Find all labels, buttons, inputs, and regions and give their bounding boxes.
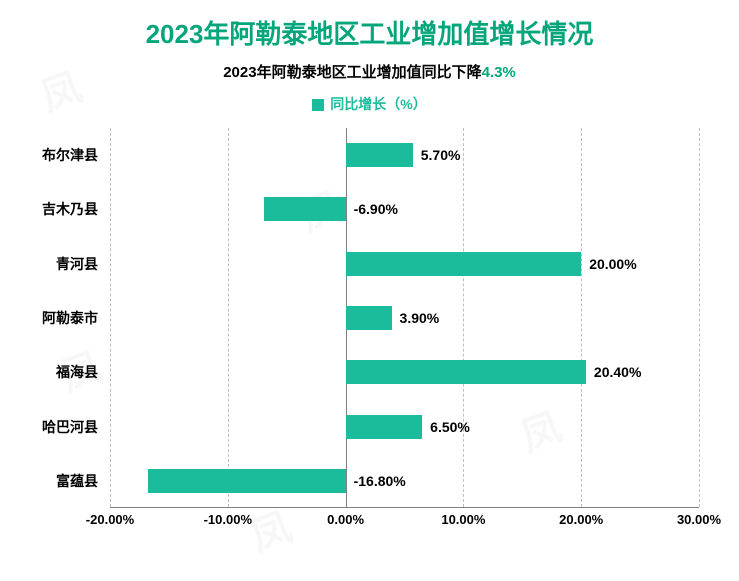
plot-area: 布尔津县5.70% 吉木乃县-6.90% 青河县20.00% 阿勒泰市3.90% 福海县…: [110, 128, 699, 508]
category-label: 阿勒泰市: [42, 306, 110, 330]
value-label: -16.80%: [354, 469, 406, 493]
category-label: 哈巴河县: [42, 415, 110, 439]
bar: [346, 306, 392, 330]
category-label: 富蕴县: [56, 469, 110, 493]
subtitle-highlight: 4.3%: [482, 64, 516, 81]
chart-title-text: 2023年阿勒泰地区工业增加值增长情况: [146, 19, 594, 49]
value-label: -6.90%: [354, 197, 398, 221]
bar-row: 青河县20.00%: [110, 252, 699, 276]
value-label: 5.70%: [421, 143, 461, 167]
bar-row: 哈巴河县6.50%: [110, 415, 699, 439]
bar-row: 福海县20.40%: [110, 360, 699, 384]
subtitle-prefix: 2023年阿勒泰地区工业增加值同比下降: [223, 64, 481, 81]
legend-swatch: [312, 99, 324, 111]
chart-subtitle: 2023年阿勒泰地区工业增加值同比下降4.3%: [0, 61, 739, 82]
value-label: 3.90%: [400, 306, 440, 330]
category-label: 青河县: [56, 252, 110, 276]
chart-area: 布尔津县5.70% 吉木乃县-6.90% 青河县20.00% 阿勒泰市3.90% 福海县…: [110, 128, 699, 538]
value-label: 20.00%: [589, 252, 636, 276]
chart-legend: 同比增长（%）: [0, 94, 739, 114]
value-label: 6.50%: [430, 415, 470, 439]
bar: [346, 360, 586, 384]
category-label: 布尔津县: [42, 143, 110, 167]
category-label: 吉木乃县: [42, 197, 110, 221]
bar: [264, 197, 345, 221]
bar: [148, 469, 346, 493]
grid-line: [699, 128, 700, 507]
value-label: 20.40%: [594, 360, 641, 384]
category-label: 福海县: [56, 360, 110, 384]
bar-row: 阿勒泰市3.90%: [110, 306, 699, 330]
bar-row: 布尔津县5.70%: [110, 143, 699, 167]
bar: [346, 143, 413, 167]
x-axis-tick: 10.00%: [441, 512, 485, 527]
x-axis-tick: -20.00%: [86, 512, 134, 527]
x-axis-tick: 30.00%: [677, 512, 721, 527]
bar-row: 富蕴县-16.80%: [110, 469, 699, 493]
bar-row: 吉木乃县-6.90%: [110, 197, 699, 221]
legend-label: 同比增长（%）: [330, 96, 426, 112]
chart-title: 2023年阿勒泰地区工业增加值增长情况: [0, 0, 739, 51]
x-axis-tick: 0.00%: [327, 512, 364, 527]
x-axis-tick: 20.00%: [559, 512, 603, 527]
x-axis-tick: -10.00%: [204, 512, 252, 527]
bar: [346, 252, 582, 276]
bar: [346, 415, 423, 439]
